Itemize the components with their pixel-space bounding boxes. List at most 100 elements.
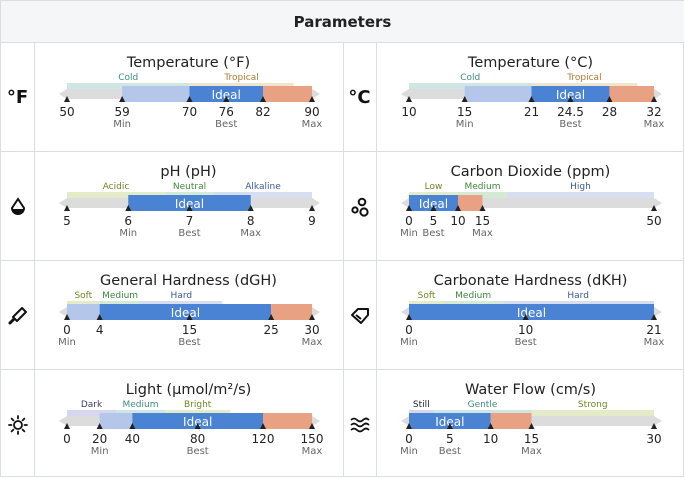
ideal-label: Ideal <box>175 197 204 211</box>
ideal-label: Ideal <box>419 197 448 211</box>
zone-label: Strong <box>578 400 608 410</box>
tick-sublabel: Best <box>422 228 444 239</box>
tick-label: 15 <box>182 323 197 337</box>
tick-label: 120 <box>252 432 275 446</box>
tick-sublabel: Min <box>58 337 76 348</box>
ideal-label: Ideal <box>435 415 464 429</box>
tick-sublabel: Max <box>644 119 665 130</box>
tick-sublabel: Best <box>559 119 581 130</box>
ideal-label: Ideal <box>171 306 200 320</box>
tick-sublabel: Best <box>215 119 237 130</box>
tick-label: 0 <box>405 323 413 337</box>
gem-icon <box>343 261 376 370</box>
tick-marker <box>430 205 437 211</box>
ideal-range-bar <box>189 86 263 102</box>
high-range-bar <box>490 413 532 429</box>
sun-icon <box>1 370 34 479</box>
tick-label: 15 <box>457 105 472 119</box>
ideal-range-bar <box>409 195 458 211</box>
tick-label: 10 <box>450 214 465 228</box>
tick-marker <box>487 423 494 429</box>
tick-label: 32 <box>646 105 661 119</box>
zone-label: High <box>570 182 591 192</box>
zone-band <box>531 410 654 418</box>
low-range-bar <box>464 86 532 102</box>
tick-marker <box>651 96 657 102</box>
fahrenheit-icon: °F <box>1 43 34 152</box>
zone-label: Tropical <box>566 73 601 83</box>
tick-label: 5 <box>63 214 71 228</box>
tick-marker <box>64 205 70 211</box>
tick-label: 15 <box>524 432 539 446</box>
tick-marker <box>64 423 70 429</box>
zone-label: Acidic <box>103 182 130 192</box>
unit-icon-label: °F <box>6 87 29 108</box>
celsius-icon: °C <box>343 43 376 152</box>
tick-label: 40 <box>125 432 140 446</box>
tick-marker <box>194 423 201 429</box>
parameter-range-chart: Carbonate Hardness (dKH) Soft Medium Hard Id… <box>400 273 664 348</box>
zone-band <box>67 410 116 418</box>
tick-sublabel: Max <box>472 228 493 239</box>
parameter-title: Carbon Dioxide (ppm) <box>451 164 611 180</box>
low-range-bar <box>99 413 133 429</box>
ideal-label: Ideal <box>556 88 585 102</box>
tick-marker <box>479 205 486 211</box>
tick-marker <box>309 314 315 320</box>
tick-sublabel: Min <box>400 228 418 239</box>
tick-label: 7 <box>186 214 194 228</box>
parameter-range-chart: Temperature (°F) Cold Tropical Ideal 50 59Min… <box>59 55 323 130</box>
tick-marker <box>567 96 574 102</box>
tick-marker <box>406 96 412 102</box>
tick-label: 8 <box>247 214 255 228</box>
zone-label: Medium <box>123 400 159 410</box>
grid-line <box>1 151 684 152</box>
tick-sublabel: Best <box>439 446 461 457</box>
tick-marker <box>446 423 453 429</box>
ideal-range-bar <box>409 304 654 320</box>
tick-sublabel: Max <box>302 119 323 130</box>
tick-label: 30 <box>646 432 661 446</box>
tick-sublabel: Best <box>178 337 200 348</box>
low-range-bar <box>122 86 190 102</box>
water-drop-icon <box>1 152 34 261</box>
tick-marker <box>268 314 275 320</box>
tick-label: 4 <box>96 323 104 337</box>
parameter-title: Light (µmol/m²/s) <box>126 382 252 398</box>
tick-label: 76 <box>219 105 234 119</box>
zone-band <box>67 192 165 200</box>
high-range-bar <box>263 86 312 102</box>
zone-label: Tropical <box>223 73 258 83</box>
zone-label: Soft <box>418 291 436 301</box>
tick-sublabel: Min <box>400 446 418 457</box>
tick-marker <box>406 205 412 211</box>
zone-label: Cold <box>118 73 138 83</box>
tick-marker <box>223 96 230 102</box>
tick-marker <box>119 96 126 102</box>
tick-marker <box>96 423 103 429</box>
tick-marker <box>186 96 193 102</box>
tick-sublabel: Min <box>113 119 131 130</box>
grid-line <box>343 43 344 477</box>
ideal-range-bar <box>409 413 491 429</box>
tick-label: 0 <box>63 432 71 446</box>
tick-marker <box>125 205 132 211</box>
tick-marker <box>461 96 468 102</box>
ideal-range-bar <box>132 413 263 429</box>
tick-label: 0 <box>405 432 413 446</box>
zone-label: Soft <box>74 291 92 301</box>
tick-sublabel: Min <box>91 446 109 457</box>
tick-label: 20 <box>92 432 107 446</box>
tick-marker <box>260 96 266 102</box>
tick-label: 0 <box>405 214 413 228</box>
unit-icon-label: °C <box>348 87 371 108</box>
pestle-icon <box>1 261 34 370</box>
zone-label: Still <box>413 400 430 410</box>
zone-label: Hard <box>171 291 193 301</box>
zone-label: Cold <box>460 73 480 83</box>
zone-label: Medium <box>465 182 501 192</box>
tick-marker <box>96 314 103 320</box>
zone-label: Alkaline <box>245 182 281 192</box>
